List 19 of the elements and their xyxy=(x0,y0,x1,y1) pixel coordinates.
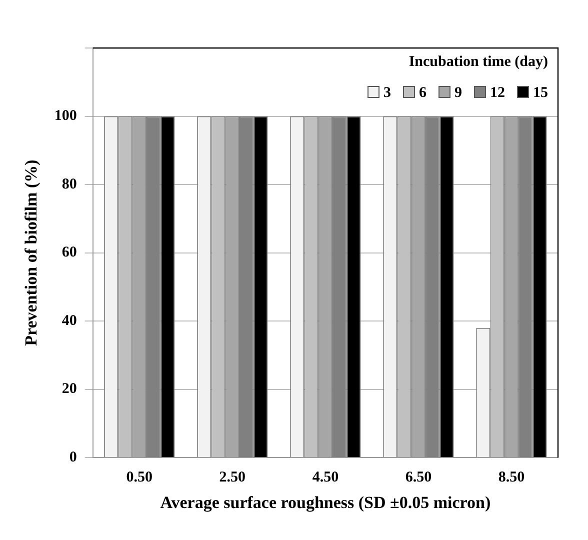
x-tick-label: 2.50 xyxy=(219,469,246,486)
x-tick-label: 6.50 xyxy=(405,469,432,486)
y-tick-label: 20 xyxy=(62,381,77,398)
legend-label: 12 xyxy=(490,84,505,101)
legend-label: 3 xyxy=(384,84,391,101)
x-tick-label: 8.50 xyxy=(498,469,525,486)
y-axis-title: Prevention of biofilm (%) xyxy=(22,160,41,346)
legend-label: 9 xyxy=(454,84,462,101)
y-tick-label: 0 xyxy=(69,449,77,466)
legend-title: Incubation time (day) xyxy=(408,54,548,70)
y-tick-label: 80 xyxy=(62,176,77,192)
x-tick-label: 4.50 xyxy=(312,469,339,486)
legend-label: 15 xyxy=(533,84,548,101)
y-tick-label: 40 xyxy=(62,312,77,329)
y-tick-label: 100 xyxy=(54,108,77,124)
x-tick-label: 0.50 xyxy=(126,469,153,486)
y-tick-label: 60 xyxy=(62,244,77,261)
legend-label: 6 xyxy=(419,84,427,101)
x-axis-title: Average surface roughness (SD ±0.05 micron) xyxy=(160,493,491,512)
